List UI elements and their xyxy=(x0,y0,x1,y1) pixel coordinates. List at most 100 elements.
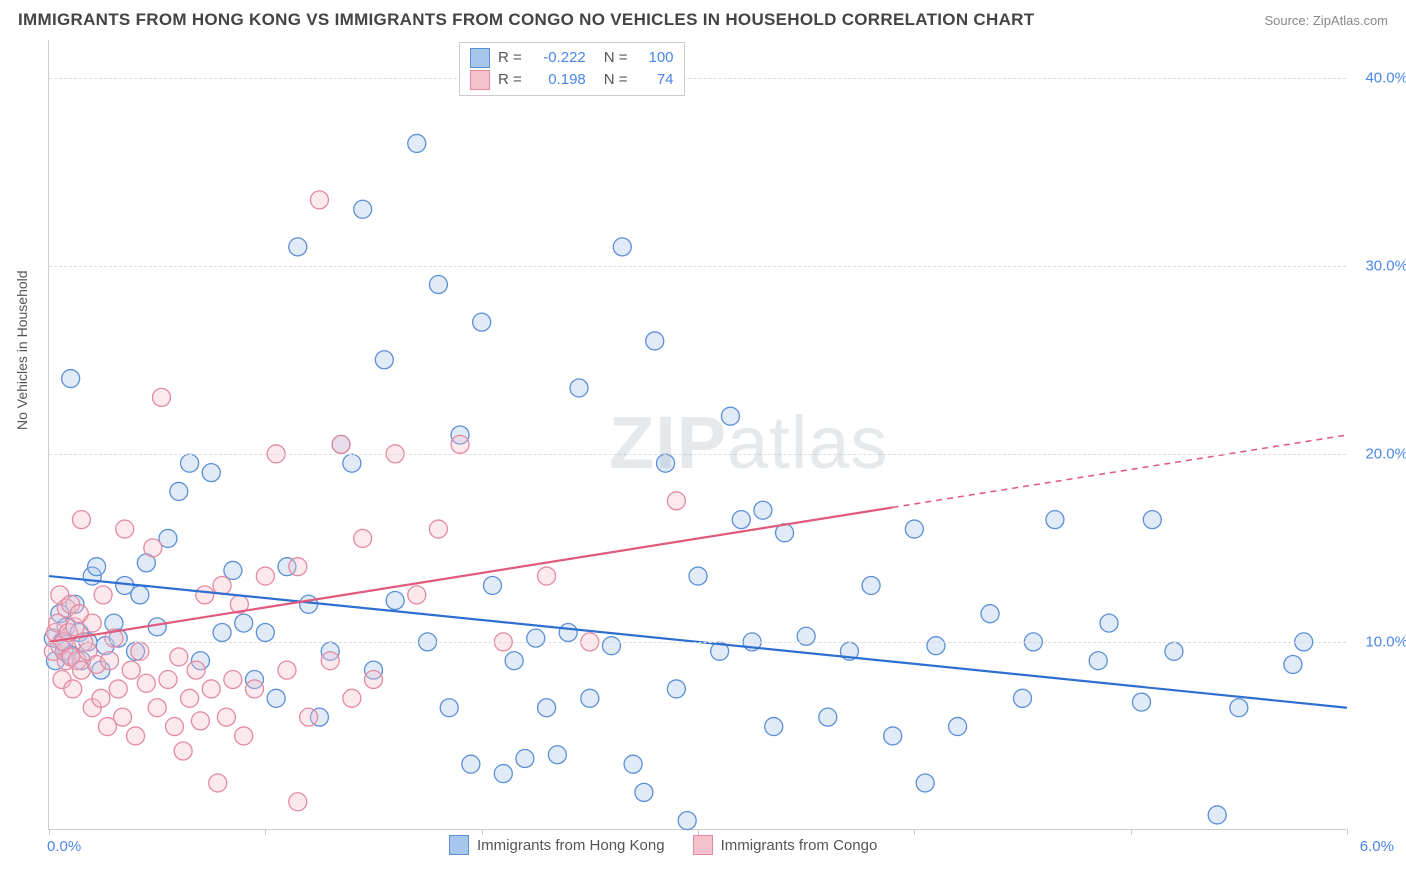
scatter-point-congo xyxy=(187,661,205,679)
scatter-point-hongkong xyxy=(494,765,512,783)
scatter-point-hongkong xyxy=(62,370,80,388)
scatter-point-hongkong xyxy=(602,637,620,655)
scatter-point-hongkong xyxy=(765,718,783,736)
scatter-point-congo xyxy=(148,699,166,717)
xtick xyxy=(1131,829,1132,835)
scatter-point-congo xyxy=(122,661,140,679)
scatter-point-congo xyxy=(152,388,170,406)
scatter-point-congo xyxy=(72,511,90,529)
scatter-point-congo xyxy=(174,742,192,760)
scatter-point-congo xyxy=(310,191,328,209)
scatter-point-hongkong xyxy=(927,637,945,655)
scatter-point-congo xyxy=(144,539,162,557)
plot-svg xyxy=(49,40,1346,829)
scatter-point-congo xyxy=(408,586,426,604)
scatter-point-congo xyxy=(278,661,296,679)
n-value-hongkong: 100 xyxy=(636,47,674,69)
scatter-point-hongkong xyxy=(88,558,106,576)
scatter-point-congo xyxy=(256,567,274,585)
scatter-point-congo xyxy=(101,652,119,670)
ytick-label: 20.0% xyxy=(1365,445,1406,462)
legend-item-congo: Immigrants from Congo xyxy=(693,835,878,855)
scatter-point-hongkong xyxy=(235,614,253,632)
scatter-point-hongkong xyxy=(657,454,675,472)
scatter-point-hongkong xyxy=(505,652,523,670)
scatter-point-hongkong xyxy=(343,454,361,472)
scatter-point-congo xyxy=(224,671,242,689)
scatter-point-hongkong xyxy=(386,592,404,610)
scatter-point-hongkong xyxy=(721,407,739,425)
ytick-label: 30.0% xyxy=(1365,257,1406,274)
scatter-point-congo xyxy=(92,689,110,707)
scatter-point-hongkong xyxy=(905,520,923,538)
xtick xyxy=(914,829,915,835)
swatch-hongkong xyxy=(470,48,490,68)
legend-item-hongkong: Immigrants from Hong Kong xyxy=(449,835,665,855)
gridline xyxy=(49,642,1346,643)
scatter-point-hongkong xyxy=(354,200,372,218)
scatter-point-hongkong xyxy=(483,576,501,594)
scatter-point-hongkong xyxy=(819,708,837,726)
legend-label-congo: Immigrants from Congo xyxy=(721,837,878,854)
scatter-point-congo xyxy=(114,708,132,726)
scatter-point-congo xyxy=(137,674,155,692)
scatter-point-hongkong xyxy=(1230,699,1248,717)
scatter-point-hongkong xyxy=(884,727,902,745)
scatter-point-congo xyxy=(202,680,220,698)
scatter-point-congo xyxy=(64,680,82,698)
scatter-point-hongkong xyxy=(667,680,685,698)
scatter-point-congo xyxy=(538,567,556,585)
scatter-point-hongkong xyxy=(256,624,274,642)
bottom-legend: Immigrants from Hong Kong Immigrants from… xyxy=(449,835,877,855)
stats-row-hongkong: R =-0.222N =100 xyxy=(470,47,674,69)
gridline xyxy=(49,266,1346,267)
scatter-point-congo xyxy=(300,708,318,726)
scatter-point-hongkong xyxy=(1143,511,1161,529)
r-label: R = xyxy=(498,47,522,69)
scatter-point-hongkong xyxy=(732,511,750,529)
scatter-point-hongkong xyxy=(1014,689,1032,707)
scatter-point-hongkong xyxy=(170,482,188,500)
scatter-point-hongkong xyxy=(862,576,880,594)
scatter-point-congo xyxy=(181,689,199,707)
scatter-point-hongkong xyxy=(440,699,458,717)
scatter-point-hongkong xyxy=(131,586,149,604)
scatter-point-congo xyxy=(354,529,372,547)
scatter-point-congo xyxy=(429,520,447,538)
xtick xyxy=(265,829,266,835)
scatter-point-hongkong xyxy=(559,624,577,642)
plot-area: 10.0%20.0%30.0%40.0%0.0%6.0%ZIPatlasR =-… xyxy=(48,40,1346,830)
xtick xyxy=(1347,829,1348,835)
ytick-label: 40.0% xyxy=(1365,69,1406,86)
scatter-point-hongkong xyxy=(916,774,934,792)
trend-line-congo xyxy=(49,507,893,641)
gridline xyxy=(49,454,1346,455)
ytick-label: 10.0% xyxy=(1365,633,1406,650)
scatter-point-congo xyxy=(343,689,361,707)
source-label: Source: ZipAtlas.com xyxy=(1264,13,1388,28)
scatter-point-congo xyxy=(159,671,177,689)
scatter-point-hongkong xyxy=(202,464,220,482)
stats-legend: R =-0.222N =100R =0.198N =74 xyxy=(459,42,685,96)
scatter-point-hongkong xyxy=(181,454,199,472)
chart-title: IMMIGRANTS FROM HONG KONG VS IMMIGRANTS … xyxy=(18,10,1034,30)
scatter-point-congo xyxy=(83,614,101,632)
scatter-point-congo xyxy=(217,708,235,726)
scatter-point-congo xyxy=(332,435,350,453)
scatter-point-congo xyxy=(94,586,112,604)
scatter-point-hongkong xyxy=(949,718,967,736)
scatter-point-hongkong xyxy=(462,755,480,773)
scatter-point-hongkong xyxy=(635,783,653,801)
scatter-point-congo xyxy=(213,576,231,594)
scatter-point-hongkong xyxy=(613,238,631,256)
title-bar: IMMIGRANTS FROM HONG KONG VS IMMIGRANTS … xyxy=(0,0,1406,36)
y-axis-label: No Vehicles in Household xyxy=(14,270,30,430)
xtick xyxy=(49,829,50,835)
scatter-point-congo xyxy=(289,793,307,811)
scatter-point-hongkong xyxy=(548,746,566,764)
scatter-point-congo xyxy=(235,727,253,745)
swatch-congo xyxy=(693,835,713,855)
scatter-point-congo xyxy=(191,712,209,730)
scatter-point-congo xyxy=(131,642,149,660)
scatter-point-hongkong xyxy=(1132,693,1150,711)
